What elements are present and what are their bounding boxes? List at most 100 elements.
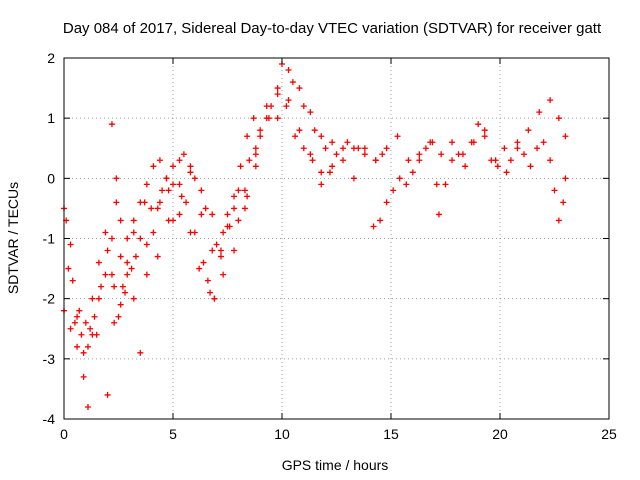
data-point xyxy=(409,169,416,176)
data-point xyxy=(95,259,102,266)
data-point xyxy=(309,157,316,164)
data-point xyxy=(113,175,120,182)
x-tick-label: 0 xyxy=(60,426,68,442)
series-sat-f xyxy=(65,157,259,350)
data-point xyxy=(117,217,124,224)
data-point xyxy=(340,145,347,152)
data-point xyxy=(132,253,139,260)
data-point xyxy=(115,313,122,320)
y-tick-label: -4 xyxy=(43,411,56,427)
data-point xyxy=(119,283,126,290)
series-sat-b xyxy=(63,61,362,326)
data-point xyxy=(422,145,429,152)
data-point xyxy=(257,133,264,140)
data-point xyxy=(213,241,220,248)
x-tick-label: 20 xyxy=(492,426,508,442)
data-point xyxy=(220,271,227,278)
data-point xyxy=(344,139,351,146)
y-tick-label: -2 xyxy=(43,291,56,307)
data-point xyxy=(102,271,109,278)
data-point xyxy=(350,145,357,152)
data-point xyxy=(89,331,96,338)
data-point xyxy=(220,229,227,236)
data-point xyxy=(252,163,259,170)
data-point xyxy=(124,271,131,278)
data-point xyxy=(89,295,96,302)
data-point xyxy=(455,151,462,158)
data-point xyxy=(80,373,87,380)
data-point xyxy=(176,181,183,188)
data-point xyxy=(148,205,155,212)
data-point xyxy=(95,295,102,302)
data-point xyxy=(104,247,111,254)
data-point xyxy=(289,79,296,86)
data-point xyxy=(170,163,176,170)
data-point xyxy=(111,283,118,290)
data-point xyxy=(416,151,423,158)
data-point xyxy=(231,205,238,212)
data-point xyxy=(130,217,137,224)
data-point xyxy=(429,139,436,146)
data-point xyxy=(534,145,541,152)
data-point xyxy=(361,151,368,158)
data-point xyxy=(244,193,251,200)
series-sat-c xyxy=(61,91,333,410)
data-point xyxy=(170,217,176,224)
data-point xyxy=(108,121,115,128)
data-point xyxy=(475,121,482,128)
data-point xyxy=(244,133,251,140)
data-point xyxy=(283,103,290,110)
data-point xyxy=(170,181,176,188)
data-point xyxy=(307,109,314,116)
data-point xyxy=(333,151,340,158)
data-point xyxy=(154,253,161,260)
data-point xyxy=(209,211,216,218)
data-point xyxy=(235,187,242,194)
series-sat-a xyxy=(61,85,386,398)
series-sat-d xyxy=(108,67,569,278)
data-point xyxy=(178,193,185,200)
data-point xyxy=(156,199,163,206)
y-tick-label: -3 xyxy=(43,351,56,367)
data-point xyxy=(449,157,456,164)
x-tick-label: 10 xyxy=(274,426,290,442)
data-point xyxy=(547,97,554,104)
data-point xyxy=(501,145,508,152)
data-point xyxy=(154,205,161,212)
data-point xyxy=(67,325,74,332)
data-point xyxy=(71,319,78,326)
data-point xyxy=(143,271,150,278)
data-point xyxy=(67,241,74,248)
data-points xyxy=(61,61,569,410)
data-point xyxy=(108,271,115,278)
data-point xyxy=(263,103,270,110)
data-point xyxy=(361,145,368,152)
data-point xyxy=(80,349,87,356)
series-sat-e xyxy=(370,121,569,230)
data-point xyxy=(78,331,85,338)
data-point xyxy=(241,187,248,194)
data-point xyxy=(322,145,329,152)
data-point xyxy=(329,163,336,170)
data-point xyxy=(202,205,209,212)
data-point xyxy=(91,313,98,320)
data-point xyxy=(372,157,379,164)
data-point xyxy=(74,343,81,350)
data-point xyxy=(198,187,205,194)
x-tick-label: 25 xyxy=(601,426,617,442)
data-point xyxy=(350,175,357,182)
data-point xyxy=(150,229,157,236)
axis-ticks: 0 5 10 15 20 25 -4 -3 -2 -1 0 1 2 xyxy=(43,50,617,442)
data-point xyxy=(246,157,253,164)
data-point xyxy=(124,235,131,242)
data-point xyxy=(196,265,203,272)
data-point xyxy=(562,175,569,182)
data-point xyxy=(340,157,347,164)
x-axis-label: GPS time / hours xyxy=(282,457,389,473)
data-point xyxy=(241,205,248,212)
data-point xyxy=(84,343,91,350)
data-point xyxy=(137,349,144,356)
data-point xyxy=(187,163,194,170)
data-point xyxy=(468,139,475,146)
